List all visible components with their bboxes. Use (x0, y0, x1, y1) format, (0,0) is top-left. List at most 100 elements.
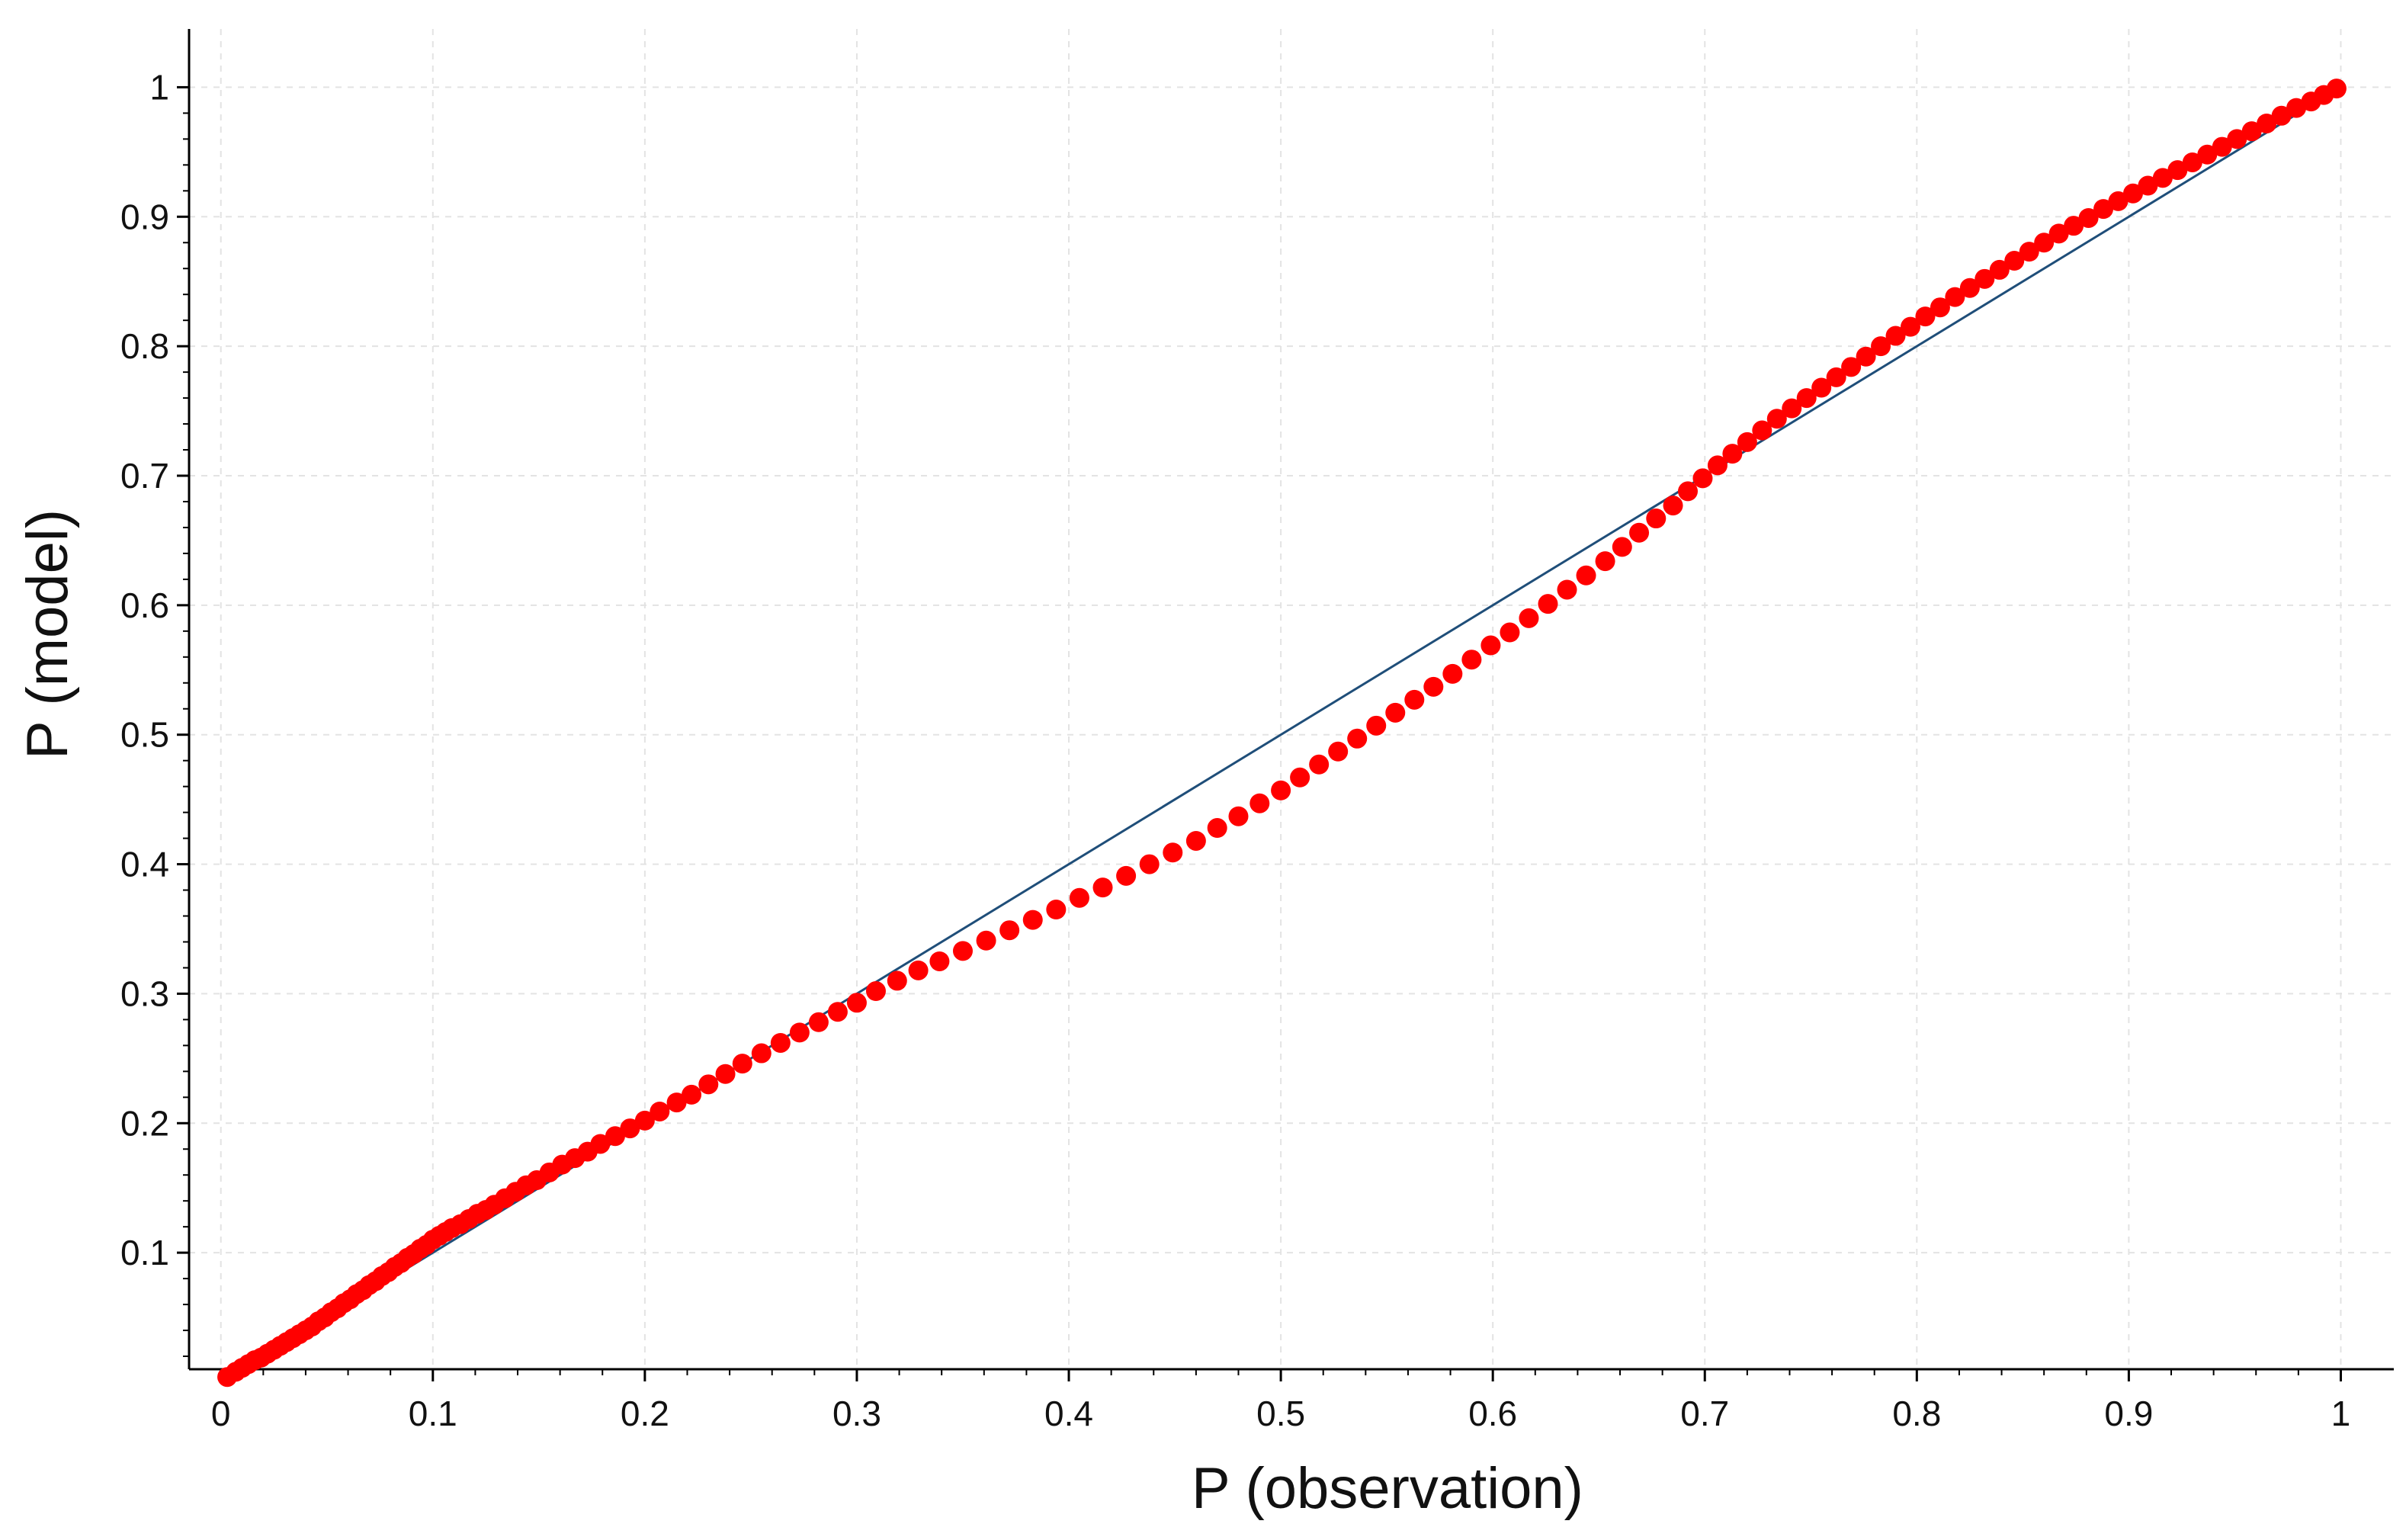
x-tick-label: 0.5 (1256, 1394, 1305, 1433)
x-tick-label: 0.8 (1892, 1394, 1941, 1433)
data-point (1538, 594, 1558, 614)
data-point (1885, 326, 1906, 346)
data-point (1347, 728, 1368, 749)
data-point (1900, 316, 1920, 337)
y-tick-label: 0.8 (120, 326, 169, 366)
data-point (976, 930, 996, 951)
data-point (1646, 509, 1667, 529)
data-point (1185, 830, 1206, 851)
data-point (1328, 741, 1349, 762)
data-point (2326, 79, 2347, 99)
y-tick-label: 0.9 (120, 197, 169, 236)
data-point (1826, 367, 1846, 387)
data-point (1811, 377, 1832, 398)
data-point (1207, 818, 1227, 839)
data-point (2286, 98, 2307, 118)
data-point (1385, 702, 1406, 723)
data-point (1480, 635, 1501, 656)
data-point (1722, 444, 1743, 464)
data-point (1092, 877, 1113, 898)
y-tick-label: 0.6 (120, 586, 169, 625)
data-point (732, 1054, 752, 1074)
data-point (698, 1074, 719, 1095)
y-tick-label: 1 (149, 67, 169, 107)
data-point (2241, 121, 2262, 142)
data-point (620, 1118, 640, 1139)
x-tick-label: 0.4 (1044, 1394, 1093, 1433)
data-point (2064, 216, 2084, 236)
data-point (1250, 793, 1270, 813)
data-point (2152, 168, 2173, 188)
data-point (1366, 715, 1387, 736)
x-tick-label: 0.1 (409, 1394, 457, 1433)
data-point (789, 1022, 810, 1043)
data-point (999, 920, 1020, 941)
data-point (1766, 409, 1787, 429)
data-point (1782, 398, 1802, 419)
data-point (1959, 278, 1980, 298)
data-point (2019, 242, 2039, 262)
data-point (1945, 287, 1965, 307)
data-point (751, 1043, 772, 1064)
data-point (1576, 565, 1596, 586)
data-point (1975, 268, 1995, 289)
x-tick-label: 0.7 (1680, 1394, 1729, 1433)
x-tick-label: 1 (2331, 1394, 2351, 1433)
data-point (770, 1032, 791, 1053)
x-tick-label: 0.2 (621, 1394, 669, 1433)
points-layer (217, 79, 2347, 1388)
x-tick-label: 0 (211, 1394, 231, 1433)
y-tick-label: 0.2 (120, 1103, 169, 1143)
data-point (846, 993, 867, 1013)
y-axis-label: P (model) (15, 509, 80, 759)
data-point (1707, 455, 1728, 476)
data-point (2122, 183, 2143, 204)
data-point (1989, 259, 2010, 280)
data-point (2271, 105, 2292, 126)
data-point (2108, 191, 2129, 211)
data-point (887, 971, 907, 991)
data-point (2227, 129, 2247, 149)
data-point (1309, 754, 1330, 775)
grid (189, 29, 2394, 1369)
data-point (1290, 767, 1310, 788)
data-point (1612, 537, 1632, 557)
data-point (1271, 780, 1291, 800)
data-point (1752, 420, 1772, 441)
y-tick-label: 0.7 (120, 456, 169, 496)
data-point (1629, 522, 1650, 543)
data-point (1871, 336, 1891, 357)
data-point (1500, 622, 1520, 643)
data-point (952, 941, 973, 961)
data-point (2078, 207, 2099, 228)
data-point (2182, 152, 2202, 172)
data-point (1692, 468, 1713, 489)
data-point (1856, 346, 1876, 367)
data-point (1423, 676, 1444, 697)
x-tick-label: 0.6 (1468, 1394, 1517, 1433)
tick-labels: 0 0.1 0.2 0.3 0.4 0.5 0.6 0.7 0.8 0.9 1 0.1 0.2 0.3 0.… (120, 67, 2350, 1433)
data-point (666, 1092, 687, 1113)
data-point (715, 1064, 736, 1084)
data-point (2197, 144, 2218, 165)
data-point (682, 1084, 702, 1105)
data-point (808, 1012, 829, 1032)
data-point (1461, 650, 1482, 670)
data-point (1595, 551, 1615, 572)
data-point (827, 1002, 848, 1022)
data-point (605, 1126, 625, 1147)
data-point (1022, 910, 1043, 930)
data-point (1678, 481, 1699, 502)
data-point (1046, 900, 1067, 920)
data-point (1663, 496, 1683, 516)
data-point (1442, 663, 1463, 684)
data-point (1404, 689, 1425, 710)
y-tick-label: 0.1 (120, 1233, 169, 1272)
data-point (2048, 223, 2069, 244)
data-point (1796, 388, 1817, 409)
data-point (634, 1110, 655, 1131)
data-point (2167, 160, 2188, 181)
